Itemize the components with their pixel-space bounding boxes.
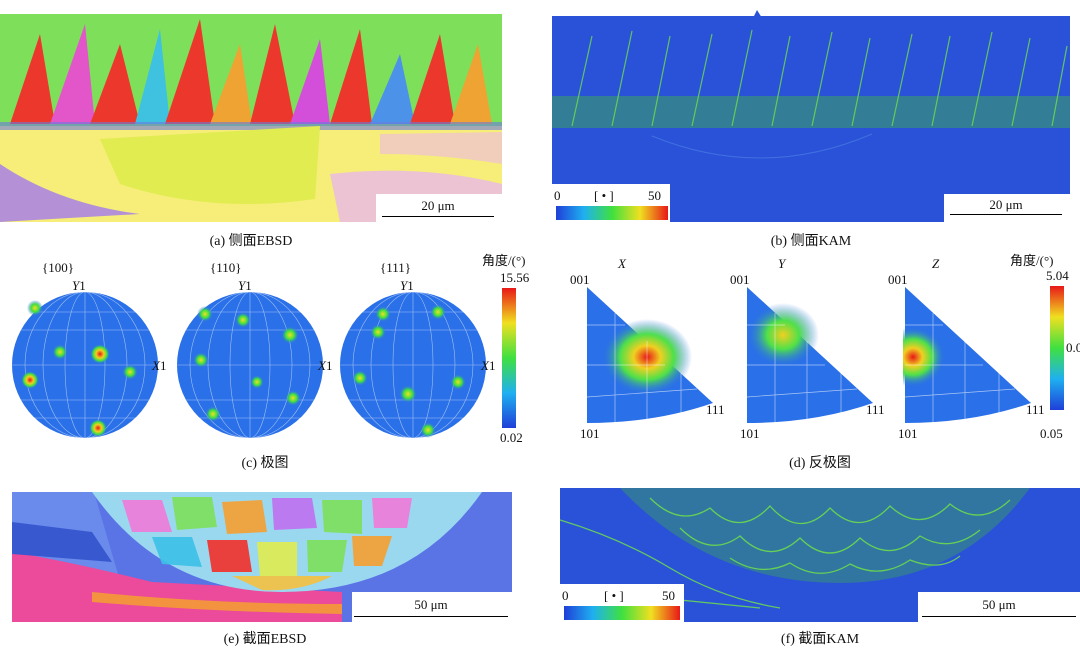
kam-colorbar [564, 606, 680, 620]
ipf-title-x: X [618, 256, 626, 271]
kam-unit-label: [ • ] [604, 588, 624, 603]
ipf-z-101: 101 [898, 426, 918, 441]
pole-figure-110 [175, 290, 325, 445]
ipf-y [745, 285, 885, 430]
ipf-colorbar-mid: 0.05 [1066, 340, 1080, 355]
axis-y-111: Y1 [400, 278, 414, 293]
scale-bar [354, 616, 508, 617]
side-ebsd-map: 20 μm [0, 14, 502, 222]
ipf-colorbar [1050, 286, 1064, 410]
scale-bar [382, 216, 494, 217]
pole-figure-100 [10, 290, 160, 445]
ipf-z [881, 285, 1043, 430]
scale-label: 20 μm [421, 198, 455, 213]
pole-figure-title-110: {110} [210, 260, 242, 275]
section-ebsd-map: 50 μm [12, 492, 512, 622]
kam-min-label: 0 [562, 588, 569, 603]
kam-max-label: 50 [662, 588, 675, 603]
section-kam-map: 0 [ • ] 50 50 μm [560, 488, 1080, 622]
ipf-x-001: 001 [570, 272, 590, 287]
pole-colorbar-max: 15.56 [500, 270, 530, 285]
ipf-title-y: Y [778, 256, 786, 271]
scale-label: 50 μm [414, 597, 448, 612]
ipf-x-111: 111 [706, 402, 725, 417]
ipf-y-001: 001 [730, 272, 750, 287]
side-kam-map: 0 [ • ] 50 20 μm [552, 6, 1070, 222]
caption-d: (d) 反极图 [789, 456, 851, 471]
caption-f: (f) 截面KAM [780, 632, 860, 647]
pole-colorbar-min: 0.02 [500, 430, 523, 445]
ipf-x-101: 101 [580, 426, 600, 441]
pole-figure-title-100: {100} [42, 260, 74, 275]
ipf-colorbar-title: 角度/(°) [1010, 253, 1054, 268]
pole-colorbar-title: 角度/(°) [482, 253, 526, 268]
kam-max-label: 50 [648, 188, 661, 203]
kam-colorbar [556, 206, 668, 220]
ipf-colorbar-min: 0.05 [1040, 426, 1063, 441]
pole-colorbar [502, 288, 516, 428]
scale-label: 20 μm [989, 197, 1023, 212]
caption-c: (c) 极图 [241, 456, 289, 471]
caption-a: (a) 侧面EBSD [209, 234, 293, 249]
scale-label: 50 μm [982, 597, 1016, 612]
ipf-y-101: 101 [740, 426, 760, 441]
pole-figure-111 [338, 290, 488, 445]
ipf-y-111: 111 [866, 402, 885, 417]
caption-e: (e) 截面EBSD [223, 632, 307, 647]
caption-b: (b) 侧面KAM [770, 234, 852, 249]
axis-x-100: X1 [152, 358, 167, 373]
axis-x-110: X1 [318, 358, 333, 373]
scale-bar [922, 616, 1076, 617]
axis-y-100: Y1 [72, 278, 86, 293]
kam-min-label: 0 [554, 188, 561, 203]
ipf-z-111: 111 [1026, 402, 1045, 417]
axis-y-110: Y1 [238, 278, 252, 293]
pole-figure-title-111: {111} [380, 260, 412, 275]
axis-x-111: X1 [481, 358, 496, 373]
ipf-z-001: 001 [888, 272, 908, 287]
ipf-title-z: Z [932, 256, 940, 271]
kam-unit-label: [ • ] [594, 188, 614, 203]
ipf-x [585, 285, 725, 430]
scale-bar [950, 214, 1062, 215]
ipf-colorbar-max: 5.04 [1046, 268, 1069, 283]
